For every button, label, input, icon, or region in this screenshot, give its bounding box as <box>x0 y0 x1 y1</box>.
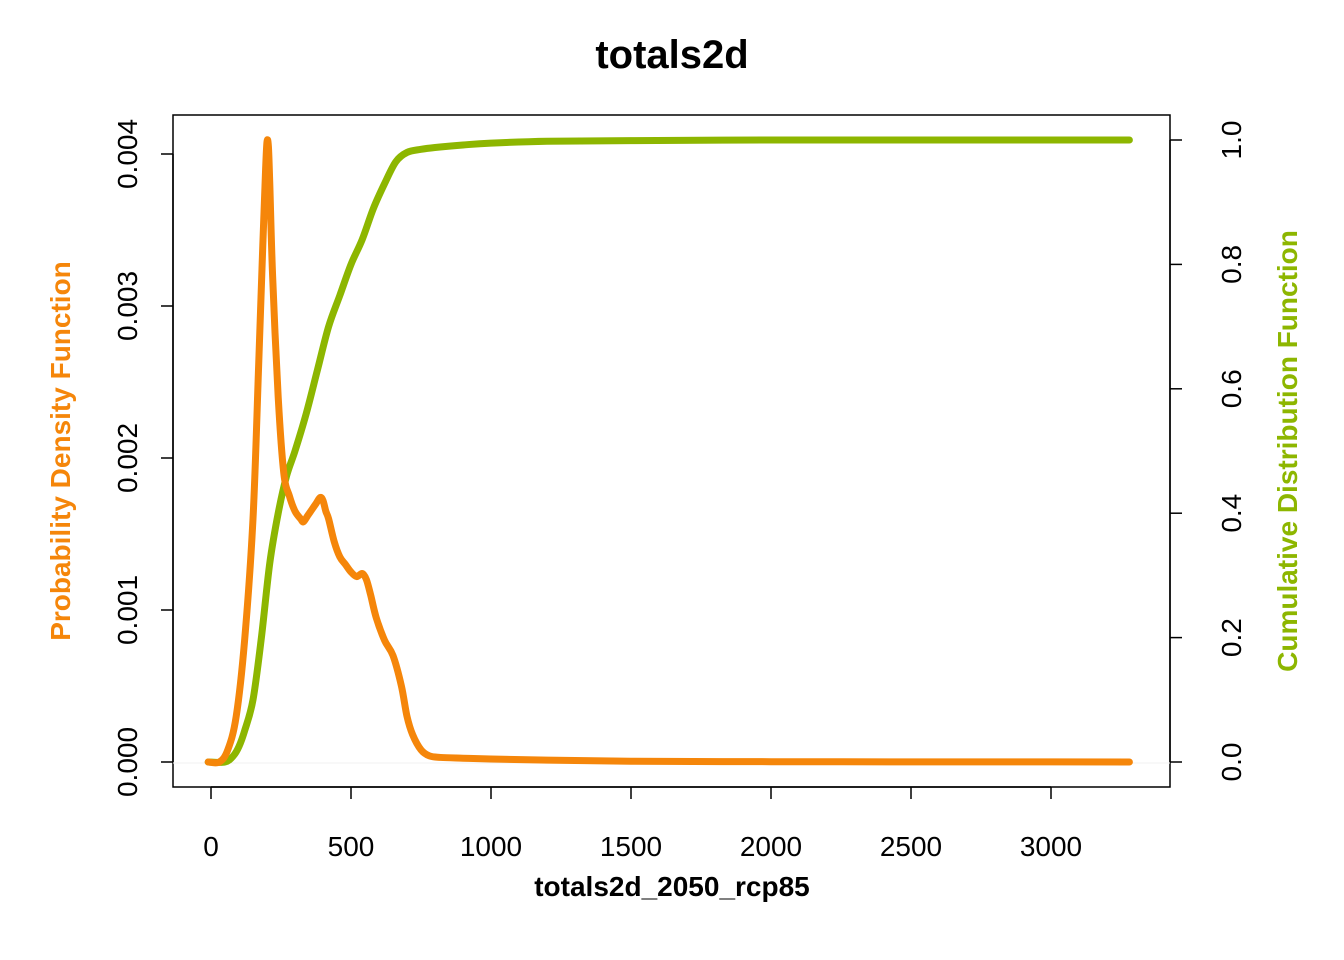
y-left-tick-label: 0.003 <box>112 271 143 341</box>
x-tick-label: 0 <box>203 831 219 862</box>
x-tick-label: 3000 <box>1020 831 1082 862</box>
x-tick-label: 1000 <box>460 831 522 862</box>
y-left-tick-label: 0.002 <box>112 423 143 493</box>
series-layer <box>204 136 1133 767</box>
y-right-axis-label: Cumulative Distribution Function <box>1272 230 1303 672</box>
chart-title: totals2d <box>595 33 748 77</box>
x-axis-label: totals2d_2050_rcp85 <box>534 871 810 902</box>
y-right-tick-label: 1.0 <box>1216 121 1247 160</box>
x-tick-label: 500 <box>328 831 375 862</box>
pdf-series-line <box>204 136 1133 767</box>
y-left-axis: 0.000 0.001 0.002 0.003 0.004 <box>112 119 174 797</box>
x-tick-label: 2000 <box>740 831 802 862</box>
plot-frame <box>172 114 1171 788</box>
y-right-tick-label: 0.4 <box>1216 494 1247 533</box>
y-right-tick-label: 0.6 <box>1216 369 1247 408</box>
y-right-tick-label: 0.8 <box>1216 245 1247 284</box>
y-left-axis-label: Probability Density Function <box>45 261 76 641</box>
cdf-series-line <box>204 136 1133 766</box>
x-tick-label: 1500 <box>600 831 662 862</box>
x-axis: 0 500 1000 1500 2000 2500 3000 <box>203 786 1082 862</box>
y-right-tick-label: 0.2 <box>1216 618 1247 657</box>
y-right-tick-label: 0.0 <box>1216 743 1247 782</box>
y-right-axis: 0.0 0.2 0.4 0.6 0.8 1.0 <box>1169 121 1247 782</box>
y-left-tick-label: 0.000 <box>112 727 143 797</box>
x-tick-label: 2500 <box>880 831 942 862</box>
y-left-tick-label: 0.004 <box>112 119 143 189</box>
y-left-tick-label: 0.001 <box>112 575 143 645</box>
